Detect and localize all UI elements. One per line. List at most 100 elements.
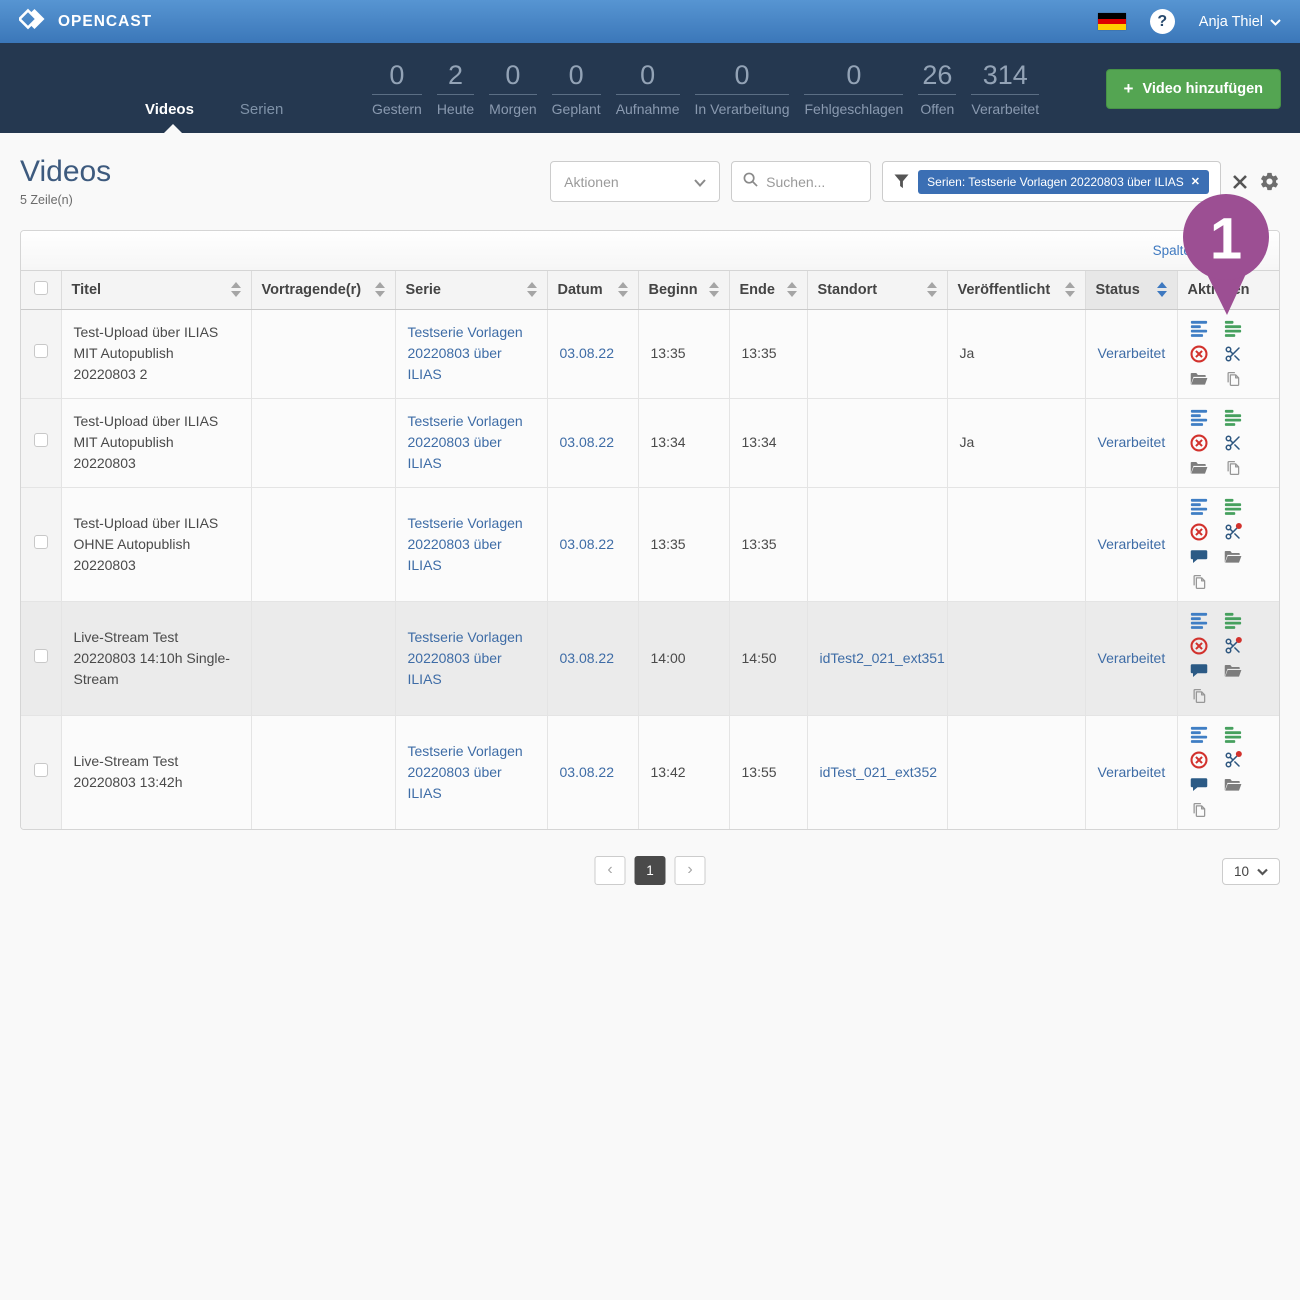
row-checkbox[interactable] [33, 762, 48, 777]
next-page-button[interactable]: › [674, 855, 706, 885]
event-details-icon[interactable] [1190, 498, 1208, 516]
series-link[interactable]: Testserie Vorlagen 20220803 über ILIAS [407, 514, 523, 573]
status-link[interactable]: Verarbeitet [1097, 763, 1166, 780]
column-header-status[interactable]: Status [1085, 270, 1178, 310]
sort-chevrons-icon[interactable] [786, 282, 797, 297]
prev-page-button[interactable]: ‹ [594, 855, 626, 885]
chip-remove-icon[interactable]: ✕ [1190, 176, 1200, 188]
delete-icon[interactable] [1189, 433, 1208, 452]
location-link[interactable]: idTest2_021_ext351 [819, 649, 945, 666]
user-menu[interactable]: Anja Thiel [1199, 14, 1281, 30]
cut-alert-icon[interactable] [1224, 750, 1242, 769]
duplicate-icon[interactable] [1190, 573, 1208, 591]
duplicate-icon[interactable] [1224, 370, 1242, 388]
actions-select[interactable]: Aktionen [550, 161, 721, 202]
duplicate-icon[interactable] [1190, 687, 1208, 705]
series-details-icon[interactable] [1224, 320, 1242, 338]
series-details-icon[interactable] [1224, 612, 1242, 630]
series-link[interactable]: Testserie Vorlagen 20220803 über ILIAS [407, 324, 523, 382]
status-link[interactable]: Verarbeitet [1097, 345, 1166, 361]
column-header-serie[interactable]: Serie [395, 270, 548, 310]
series-details-icon[interactable] [1224, 409, 1242, 427]
select-all-checkbox[interactable] [33, 280, 48, 295]
row-checkbox[interactable] [33, 344, 48, 358]
sort-chevrons-icon[interactable] [230, 282, 241, 297]
location-link[interactable]: idTest_021_ext352 [819, 763, 938, 780]
comments-icon[interactable] [1190, 776, 1208, 794]
delete-icon[interactable] [1189, 750, 1208, 769]
stat-verarbeitet[interactable]: 314 Verarbeitet [971, 60, 1040, 117]
status-link[interactable]: Verarbeitet [1097, 649, 1166, 666]
row-checkbox[interactable] [33, 534, 48, 549]
event-details-icon[interactable] [1190, 612, 1208, 630]
date-link[interactable]: 03.08.22 [559, 535, 615, 552]
date-link[interactable]: 03.08.22 [559, 763, 615, 780]
sort-chevrons-icon[interactable] [708, 282, 719, 297]
sort-chevrons-icon[interactable] [526, 282, 537, 297]
assets-icon[interactable] [1224, 776, 1242, 794]
select-all-header[interactable] [21, 270, 62, 310]
assets-icon[interactable] [1224, 662, 1242, 680]
comments-icon[interactable] [1190, 662, 1208, 680]
column-header-vortragende-r-[interactable]: Vortragende(r) [251, 270, 396, 310]
tab-serien[interactable]: Serien [239, 101, 284, 118]
row-checkbox[interactable] [33, 648, 48, 663]
stat-fehlgeschlagen[interactable]: 0 Fehlgeschlagen [804, 60, 904, 117]
event-details-icon[interactable] [1190, 320, 1208, 338]
series-link[interactable]: Testserie Vorlagen 20220803 über ILIAS [407, 742, 523, 801]
sort-chevrons-icon[interactable] [617, 282, 628, 297]
filter-chip[interactable]: Serien: Testserie Vorlagen 20220803 über… [918, 169, 1209, 194]
page-1-button[interactable]: 1 [634, 855, 666, 885]
series-details-icon[interactable] [1224, 726, 1242, 744]
sort-chevrons-icon[interactable] [1156, 282, 1167, 297]
cut-alert-icon[interactable] [1224, 636, 1242, 655]
stat-aufnahme[interactable]: 0 Aufnahme [615, 60, 680, 117]
delete-icon[interactable] [1189, 344, 1208, 363]
german-flag-icon[interactable] [1097, 13, 1126, 31]
page-size-select[interactable]: 10 [1222, 857, 1280, 885]
filter-funnel-icon[interactable] [894, 174, 909, 189]
column-header-beginn[interactable]: Beginn [638, 270, 730, 310]
delete-icon[interactable] [1189, 636, 1208, 655]
event-details-icon[interactable] [1190, 726, 1208, 744]
column-header-titel[interactable]: Titel [61, 270, 252, 310]
duplicate-icon[interactable] [1190, 801, 1208, 819]
date-link[interactable]: 03.08.22 [559, 434, 615, 450]
series-details-icon[interactable] [1224, 498, 1242, 516]
date-link[interactable]: 03.08.22 [559, 649, 615, 666]
sort-chevrons-icon[interactable] [1064, 282, 1075, 297]
series-link[interactable]: Testserie Vorlagen 20220803 über ILIAS [407, 628, 523, 687]
cut-alert-icon[interactable] [1224, 522, 1242, 541]
date-link[interactable]: 03.08.22 [559, 345, 615, 361]
cut-icon[interactable] [1224, 345, 1242, 363]
tab-videos[interactable]: Videos [145, 101, 194, 118]
assets-icon[interactable] [1224, 548, 1242, 566]
stat-in-verarbeitung[interactable]: 0 In Verarbeitung [694, 60, 790, 117]
sort-chevrons-icon[interactable] [374, 282, 385, 297]
column-header-ende[interactable]: Ende [729, 270, 808, 310]
sort-chevrons-icon[interactable] [926, 282, 937, 297]
stat-morgen[interactable]: 0 Morgen [489, 60, 537, 117]
row-checkbox[interactable] [33, 433, 48, 447]
add-video-button[interactable]: + Video hinzufügen [1105, 69, 1281, 109]
search-input[interactable] [766, 173, 860, 190]
filter-settings-gear-icon[interactable] [1259, 171, 1280, 192]
stat-gestern[interactable]: 0 Gestern [372, 60, 422, 117]
duplicate-icon[interactable] [1224, 459, 1242, 477]
clear-filters-icon[interactable] [1232, 174, 1248, 190]
comments-icon[interactable] [1190, 548, 1208, 566]
column-header-standort[interactable]: Standort [807, 270, 948, 310]
column-header-datum[interactable]: Datum [547, 270, 639, 310]
assets-icon[interactable] [1190, 370, 1208, 388]
event-details-icon[interactable] [1190, 409, 1208, 427]
cut-icon[interactable] [1224, 434, 1242, 452]
column-header-ver-ffentlicht[interactable]: Veröffentlicht [947, 270, 1086, 310]
help-icon[interactable]: ? [1149, 9, 1175, 34]
stat-geplant[interactable]: 0 Geplant [551, 60, 601, 117]
status-link[interactable]: Verarbeitet [1097, 434, 1166, 450]
status-link[interactable]: Verarbeitet [1097, 535, 1166, 552]
delete-icon[interactable] [1189, 522, 1208, 541]
stat-offen[interactable]: 26 Offen [918, 60, 957, 117]
series-link[interactable]: Testserie Vorlagen 20220803 über ILIAS [407, 413, 523, 471]
assets-icon[interactable] [1190, 459, 1208, 477]
